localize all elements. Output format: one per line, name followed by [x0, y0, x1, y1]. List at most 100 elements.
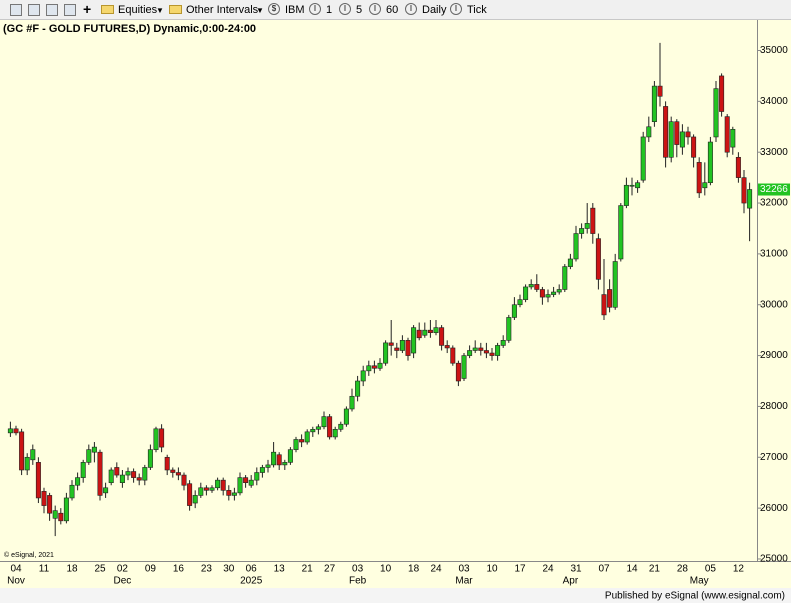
candle-body: [741, 177, 747, 204]
folder-icon[interactable]: [169, 5, 182, 14]
candle-body: [517, 299, 523, 306]
candle-body: [489, 352, 495, 356]
candle-body: [618, 205, 624, 260]
candle-body: [304, 431, 310, 443]
candle-body: [69, 484, 75, 499]
interval-button[interactable]: 5: [356, 4, 363, 16]
candle-body: [668, 121, 674, 158]
x-month-label: 2025: [240, 576, 263, 587]
candle-body: [35, 462, 41, 499]
candle-body: [691, 136, 697, 158]
y-tick-label: 32000: [760, 198, 788, 209]
candle-body: [511, 304, 517, 318]
menu[interactable]: Equities: [118, 4, 158, 16]
candle-body: [383, 342, 389, 364]
dropdown-arrow[interactable]: ▼: [156, 6, 164, 15]
candle-body: [187, 483, 193, 506]
x-tick-label: 04: [10, 564, 22, 575]
candle-body: [405, 340, 411, 356]
x-tick-label: 25: [94, 564, 106, 575]
candle-body: [651, 85, 657, 122]
candle-body: [181, 474, 187, 486]
x-tick-label: 18: [408, 564, 420, 575]
candle-body: [119, 474, 125, 483]
folder-icon[interactable]: [101, 5, 114, 14]
candle-body: [377, 362, 383, 369]
candle-body: [220, 479, 226, 491]
x-tick-label: 16: [173, 564, 185, 575]
candle-body: [730, 129, 736, 148]
candle-body: [472, 347, 478, 351]
candle-body: [7, 428, 13, 434]
candle-body: [41, 491, 47, 506]
y-tick-label: 25000: [760, 554, 788, 565]
x-tick-label: 24: [542, 564, 554, 575]
menu[interactable]: Other Intervals: [186, 4, 259, 16]
candle-body: [142, 467, 148, 481]
x-tick-label: 11: [39, 564, 50, 575]
dropdown-arrow[interactable]: ▼: [256, 6, 264, 15]
candle-body: [562, 266, 568, 290]
candle-body: [523, 286, 529, 300]
candle-body: [237, 477, 243, 494]
candle-body: [646, 126, 652, 138]
candle-body: [338, 423, 344, 430]
candle-body: [114, 467, 120, 476]
candle-body: [108, 469, 114, 483]
candle-body: [612, 261, 618, 308]
icon[interactable]: [64, 4, 76, 16]
candle-body: [287, 449, 293, 463]
candle-body: [416, 329, 422, 339]
icon[interactable]: [46, 4, 58, 16]
candle-body: [601, 294, 607, 316]
candle-body: [399, 340, 405, 351]
x-tick-label: 23: [201, 564, 213, 575]
interval-button[interactable]: 60: [386, 4, 399, 16]
candle-body: [265, 464, 271, 468]
x-tick-label: 17: [514, 564, 526, 575]
candle-body: [607, 289, 613, 308]
y-tick-label: 35000: [760, 45, 788, 56]
x-month-label: May: [690, 576, 709, 587]
y-tick-label: 34000: [760, 96, 788, 107]
candle-body: [539, 289, 545, 298]
symbol-button[interactable]: IBM: [285, 4, 305, 16]
candle-body: [103, 487, 109, 494]
candle-body: [315, 426, 321, 430]
candle-body: [702, 182, 708, 189]
candle-body: [657, 85, 663, 97]
candle-body: [248, 479, 254, 486]
candle-body: [579, 228, 585, 234]
candle-body: [136, 477, 142, 481]
y-tick-label: 29000: [760, 350, 788, 361]
candle-body: [164, 456, 170, 471]
x-month-label: Nov: [7, 576, 25, 587]
candle-body: [444, 345, 450, 349]
icon[interactable]: [10, 4, 22, 16]
candle-body: [724, 116, 730, 153]
candle-body: [24, 456, 30, 471]
candle-body: [271, 451, 277, 466]
add-icon[interactable]: +: [83, 1, 92, 17]
candle-body: [366, 365, 372, 372]
candle-body: [528, 284, 534, 288]
x-tick-label: 03: [352, 564, 364, 575]
x-tick-label: 30: [223, 564, 235, 575]
interval-button[interactable]: Daily: [422, 4, 447, 16]
candle-body: [719, 75, 725, 112]
candle-body: [551, 291, 557, 295]
candle-body: [125, 471, 131, 476]
candle-body: [52, 510, 58, 519]
candle-body: [147, 449, 153, 468]
icon[interactable]: [28, 4, 40, 16]
candle-body: [343, 408, 349, 425]
candle-body: [545, 294, 551, 298]
candle-body: [19, 431, 25, 471]
interval-button[interactable]: Tick: [467, 4, 487, 16]
interval-button[interactable]: 1: [326, 4, 333, 16]
candle-body: [175, 472, 181, 476]
candle-body: [131, 471, 137, 478]
footer-bar: [0, 588, 791, 603]
x-tick-label: 05: [705, 564, 717, 575]
